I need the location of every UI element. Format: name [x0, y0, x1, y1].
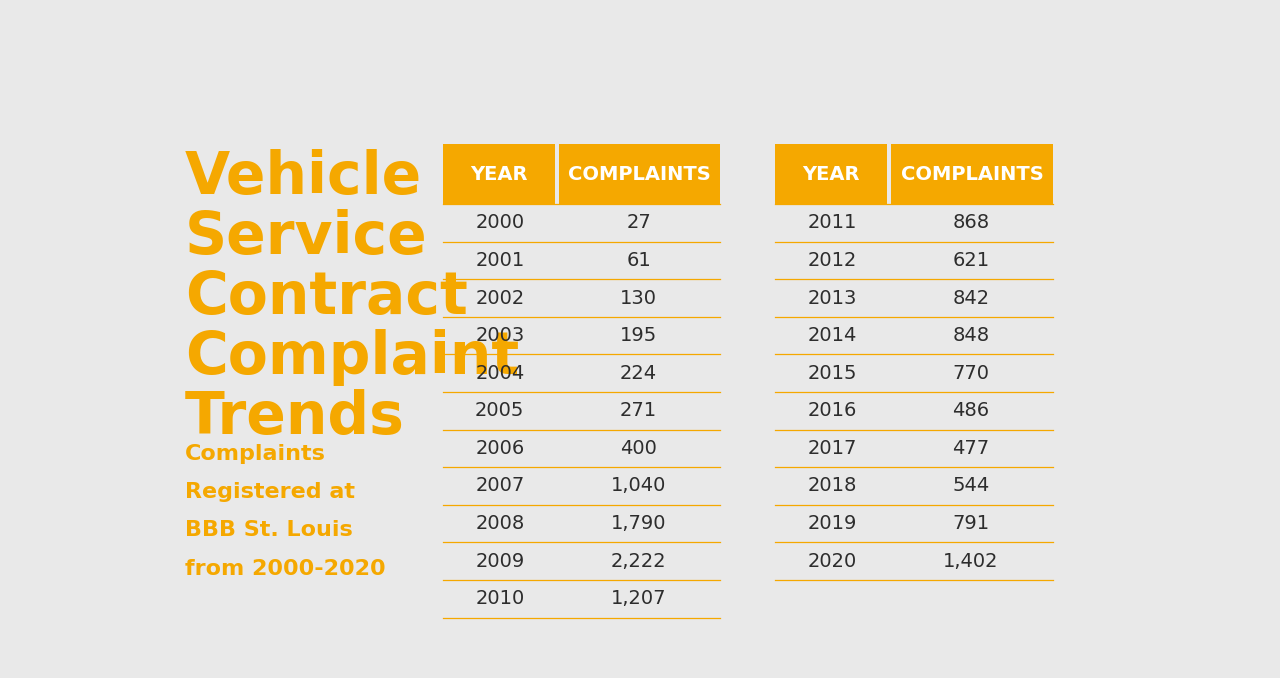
Text: 2006: 2006 — [475, 439, 525, 458]
Text: YEAR: YEAR — [470, 165, 527, 184]
Text: 2010: 2010 — [475, 589, 525, 608]
Text: 2007: 2007 — [475, 477, 525, 496]
FancyBboxPatch shape — [776, 144, 887, 204]
Text: 2013: 2013 — [808, 289, 856, 308]
Text: BBB St. Louis: BBB St. Louis — [184, 521, 352, 540]
Text: 2004: 2004 — [475, 363, 525, 382]
Text: 2014: 2014 — [808, 326, 856, 345]
Text: 770: 770 — [952, 363, 989, 382]
Text: 2011: 2011 — [808, 214, 856, 233]
Text: 2001: 2001 — [475, 251, 525, 270]
Text: 27: 27 — [626, 214, 652, 233]
Text: Complaints: Complaints — [184, 444, 325, 464]
Text: 1,402: 1,402 — [943, 552, 998, 571]
Text: 195: 195 — [620, 326, 657, 345]
Text: YEAR: YEAR — [803, 165, 860, 184]
Text: 2020: 2020 — [808, 552, 856, 571]
Text: 271: 271 — [620, 401, 657, 420]
Text: 2016: 2016 — [808, 401, 856, 420]
Text: 2002: 2002 — [475, 289, 525, 308]
Text: 1,207: 1,207 — [611, 589, 667, 608]
Text: 2,222: 2,222 — [611, 552, 667, 571]
Text: COMPLAINTS: COMPLAINTS — [568, 165, 710, 184]
Text: 2019: 2019 — [808, 514, 856, 533]
Text: 2015: 2015 — [808, 363, 856, 382]
Text: 544: 544 — [952, 477, 989, 496]
Text: 477: 477 — [952, 439, 989, 458]
Text: 2008: 2008 — [475, 514, 525, 533]
Text: COMPLAINTS: COMPLAINTS — [901, 165, 1043, 184]
Text: Trends: Trends — [184, 389, 404, 446]
Text: 224: 224 — [620, 363, 657, 382]
Text: 2000: 2000 — [475, 214, 525, 233]
Text: 842: 842 — [952, 289, 989, 308]
FancyBboxPatch shape — [891, 144, 1053, 204]
Text: 791: 791 — [952, 514, 989, 533]
Text: 2003: 2003 — [475, 326, 525, 345]
Text: 486: 486 — [952, 401, 989, 420]
Text: 400: 400 — [621, 439, 657, 458]
FancyBboxPatch shape — [443, 144, 554, 204]
Text: 1,790: 1,790 — [611, 514, 667, 533]
Text: Service: Service — [184, 210, 428, 266]
FancyBboxPatch shape — [559, 144, 721, 204]
Text: 2017: 2017 — [808, 439, 856, 458]
Text: Registered at: Registered at — [184, 482, 355, 502]
Text: 2012: 2012 — [808, 251, 856, 270]
Text: 61: 61 — [626, 251, 652, 270]
Text: Contract: Contract — [184, 269, 467, 326]
Text: 2005: 2005 — [475, 401, 525, 420]
Text: Complaint: Complaint — [184, 330, 520, 386]
Text: 2018: 2018 — [808, 477, 856, 496]
Text: from 2000-2020: from 2000-2020 — [184, 559, 385, 578]
Text: Vehicle: Vehicle — [184, 149, 422, 206]
Text: 621: 621 — [952, 251, 989, 270]
Text: 2009: 2009 — [475, 552, 525, 571]
Text: 848: 848 — [952, 326, 989, 345]
Text: 130: 130 — [620, 289, 657, 308]
Text: 868: 868 — [952, 214, 989, 233]
Text: 1,040: 1,040 — [611, 477, 667, 496]
